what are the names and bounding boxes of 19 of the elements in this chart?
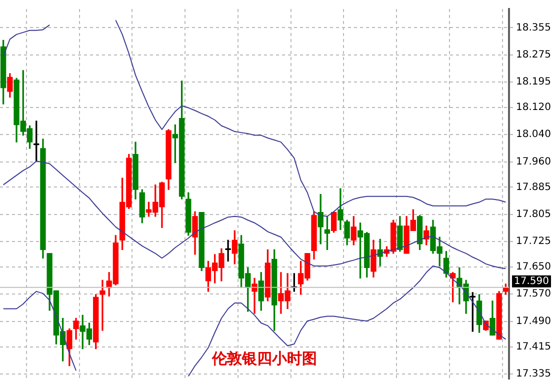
- candlestick: [225, 240, 231, 262]
- y-tick-label: 17.960: [516, 156, 552, 168]
- y-tick-label: 17.805: [516, 208, 552, 220]
- candlestick: [100, 280, 106, 331]
- y-tick-label: 17.725: [516, 236, 552, 248]
- y-tick-label: 18.275: [516, 49, 552, 60]
- y-tick-label: 17.335: [516, 368, 552, 380]
- y-tick-label: 17.415: [516, 341, 552, 352]
- y-tick-label: 18.120: [516, 102, 552, 114]
- text: 伦敦银四小时图: [211, 349, 318, 368]
- y-tick-label: 17.570: [516, 288, 552, 300]
- y-tick-label: 17.650: [516, 262, 552, 273]
- y-tick-label: 17.885: [516, 182, 552, 193]
- y-tick-label: 18.040: [516, 129, 552, 140]
- y-tick-label: 18.355: [516, 22, 552, 34]
- y-tick-label: 17.490: [516, 316, 552, 327]
- ref-line-label: 17.590: [514, 276, 550, 287]
- y-tick-label: 18.195: [516, 76, 552, 88]
- candlestick: [252, 278, 258, 314]
